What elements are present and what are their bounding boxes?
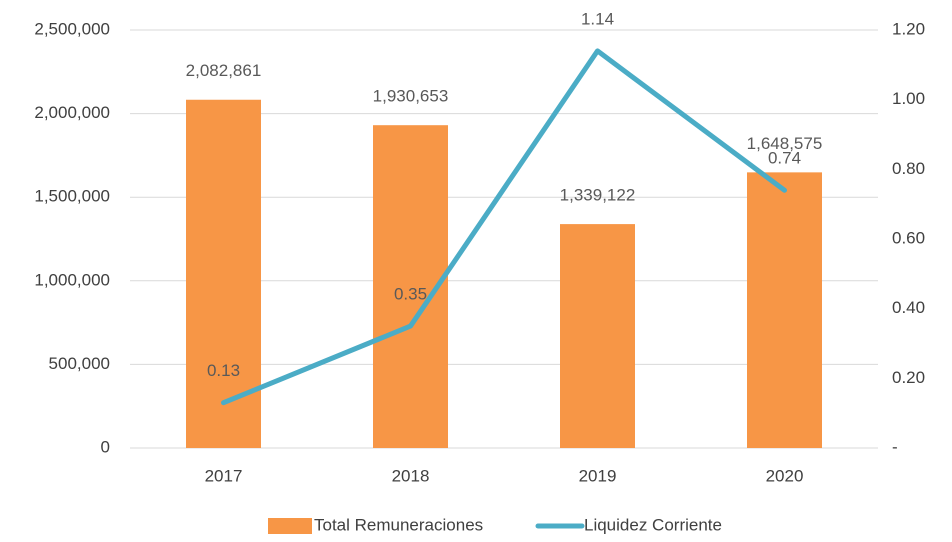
data-label: 0.35 bbox=[394, 285, 427, 304]
bar bbox=[560, 224, 635, 448]
y-tick-label: 0 bbox=[101, 437, 110, 456]
y2-tick-label: 1.00 bbox=[892, 89, 925, 108]
y2-tick-label: 0.40 bbox=[892, 298, 925, 317]
y-tick-label: 1,500,000 bbox=[34, 187, 110, 206]
data-label: 1,339,122 bbox=[560, 186, 636, 205]
data-label: 1.14 bbox=[581, 9, 614, 28]
x-tick-label: 2017 bbox=[205, 466, 243, 485]
y2-tick-label: 1.20 bbox=[892, 19, 925, 38]
data-label: 0.74 bbox=[768, 149, 801, 168]
legend-swatch bbox=[268, 518, 312, 534]
y-tick-label: 2,000,000 bbox=[34, 103, 110, 122]
y-tick-label: 1,000,000 bbox=[34, 270, 110, 289]
legend-label: Liquidez Corriente bbox=[584, 515, 722, 534]
x-tick-label: 2018 bbox=[392, 466, 430, 485]
y2-tick-label: 0.20 bbox=[892, 368, 925, 387]
y2-tick-label: 0.60 bbox=[892, 228, 925, 247]
data-label: 0.13 bbox=[207, 361, 240, 380]
y-tick-label: 2,500,000 bbox=[34, 19, 110, 38]
bar bbox=[747, 172, 822, 448]
x-tick-label: 2019 bbox=[579, 466, 617, 485]
x-tick-label: 2020 bbox=[766, 466, 804, 485]
data-label: 1,648,575 bbox=[747, 134, 823, 153]
y-tick-label: 500,000 bbox=[49, 354, 110, 373]
y2-tick-label: - bbox=[892, 437, 898, 456]
data-label: 1,930,653 bbox=[373, 87, 449, 106]
legend-label: Total Remuneraciones bbox=[314, 515, 483, 534]
y2-tick-label: 0.80 bbox=[892, 159, 925, 178]
data-label: 2,082,861 bbox=[186, 61, 262, 80]
bar bbox=[186, 99, 261, 449]
line bbox=[221, 48, 787, 406]
